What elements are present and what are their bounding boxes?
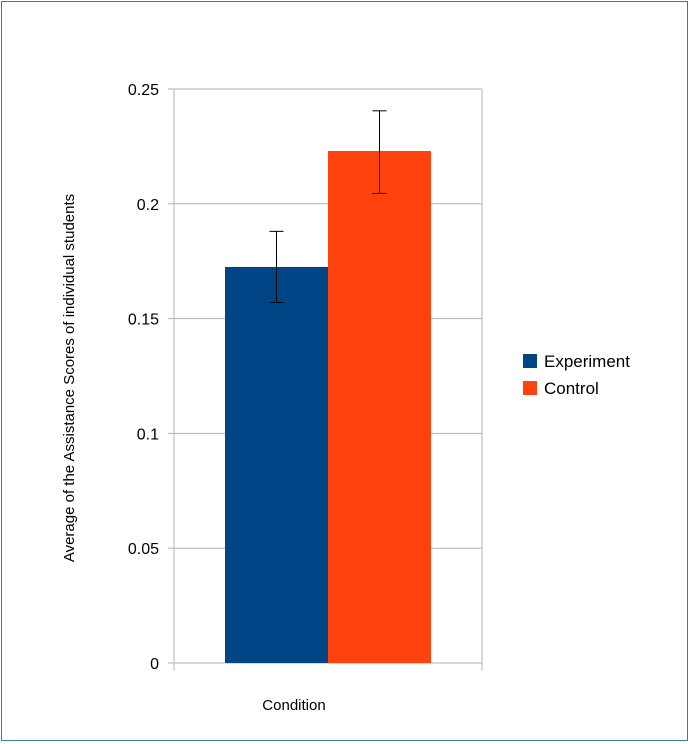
legend-label-experiment: Experiment [544,352,630,371]
error-bars [269,110,387,304]
y-axis-ticks: 0 0.05 0.1 0.15 0.2 0.25 [128,82,174,673]
legend-swatch-control [523,381,537,395]
y-tick-label: 0.2 [137,197,159,214]
x-axis-label: Condition [262,697,325,714]
y-tick-label: 0.25 [128,82,159,99]
bar-experiment [225,266,328,663]
legend: Experiment Control [523,352,630,398]
y-tick-label: 0.15 [128,312,159,329]
y-tick-label: 0.05 [128,541,159,558]
legend-label-control: Control [544,379,599,398]
legend-swatch-experiment [523,354,537,368]
y-tick-label: 0.1 [137,426,159,443]
bar-control [328,150,431,663]
y-axis-label: Average of the Assistance Scores of indi… [61,194,78,562]
bars [225,150,431,663]
y-tick-label: 0 [150,656,159,673]
